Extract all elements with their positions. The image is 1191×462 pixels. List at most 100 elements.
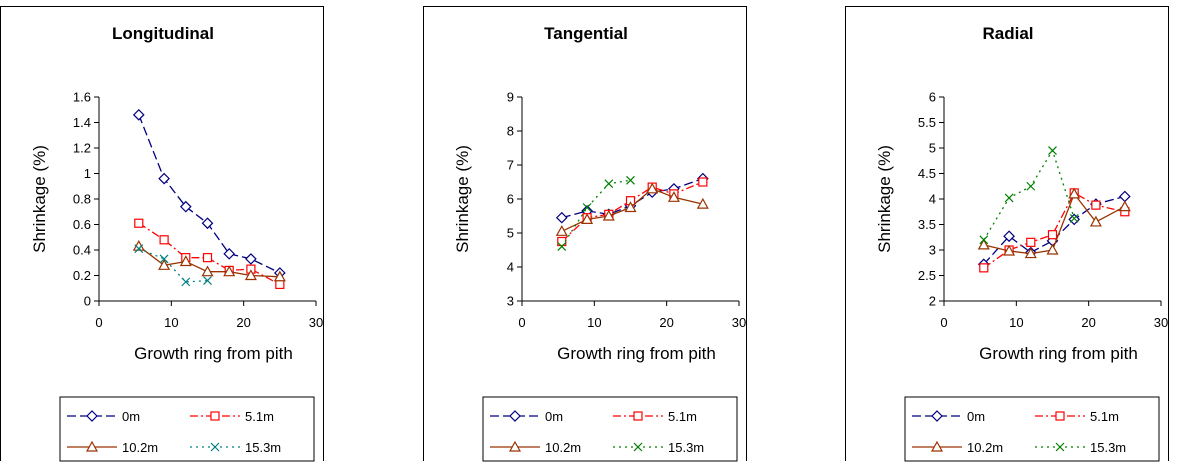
x-axis-label: Growth ring from pith xyxy=(979,344,1138,363)
y-tick-label: 1 xyxy=(84,166,91,181)
data-point xyxy=(158,172,170,185)
legend-item: 5.1m xyxy=(613,409,697,424)
legend-item: 15.3m xyxy=(190,440,281,455)
y-tick-label: 5 xyxy=(507,226,514,241)
series-line xyxy=(561,179,631,247)
y-tick-label: 4.5 xyxy=(918,166,936,181)
chart-tangential: Tangential 3 4 5 6 7 8 9 0 10 20 30 Growth ring from… xyxy=(453,24,746,462)
data-point xyxy=(696,197,709,209)
y-axis-label: Shrinkage (%) xyxy=(453,145,472,253)
chart-title: Radial xyxy=(982,24,1033,43)
legend-label: 0m xyxy=(545,409,563,424)
legend: 0m 5.1m 10.2m 15.3m xyxy=(482,396,738,462)
data-point xyxy=(179,255,192,267)
y-tick-label: 1.6 xyxy=(73,90,91,105)
legend-marker xyxy=(508,440,522,452)
x-tick-label: 0 xyxy=(940,315,947,330)
data-point xyxy=(201,217,214,230)
data-point xyxy=(1048,146,1057,155)
data-point xyxy=(134,244,144,254)
chart-radial: Radial 2 2.5 3 3.5 4 4.5 5 5.5 6 0 10 20 30 Growth rin… xyxy=(875,24,1168,462)
y-tick-label: 2.5 xyxy=(918,268,936,283)
data-point xyxy=(581,213,594,224)
y-tick-label: 0.6 xyxy=(73,217,91,232)
data-point xyxy=(244,269,257,281)
chart-title: Tangential xyxy=(544,24,628,43)
x-tick-label: 20 xyxy=(1081,315,1095,330)
data-point xyxy=(245,253,257,265)
legend-item: 0m xyxy=(67,409,140,424)
y-tick-label: 0.4 xyxy=(73,243,91,258)
legend-label: 5.1m xyxy=(668,409,697,424)
data-point xyxy=(667,191,680,202)
legend-marker xyxy=(210,442,220,452)
legend-label: 15.3m xyxy=(668,440,704,455)
y-tick-label: 4 xyxy=(929,192,936,207)
legend-box xyxy=(904,396,1160,462)
series-15.3m xyxy=(979,146,1079,245)
legend-item: 10.2m xyxy=(490,440,581,455)
legend-label: 15.3m xyxy=(245,440,281,455)
data-point xyxy=(181,277,191,287)
legend-label: 0m xyxy=(122,409,140,424)
data-point xyxy=(602,209,615,221)
legend-marker xyxy=(210,411,220,421)
chart-panel-tangential: Tangential 3 4 5 6 7 8 9 0 10 20 30 Growth ring from… xyxy=(423,6,747,462)
x-tick-label: 30 xyxy=(309,315,323,330)
chart-longitudinal: Longitudinal 0 0.2 0.4 0.6 0.8 1 1.2 1.4 1.6 0 10 20… xyxy=(30,24,323,462)
series-0m xyxy=(132,109,286,279)
legend-marker xyxy=(930,440,944,452)
data-point xyxy=(1026,237,1036,247)
data-point xyxy=(132,109,145,121)
legend-box xyxy=(59,396,315,462)
data-point xyxy=(1069,213,1079,223)
y-tick-label: 5 xyxy=(929,141,936,156)
legend-label: 0m xyxy=(967,409,985,424)
y-tick-label: 2 xyxy=(929,294,936,309)
data-point xyxy=(1089,215,1102,227)
y-tick-label: 7 xyxy=(507,158,514,173)
data-point xyxy=(1003,244,1016,256)
y-tick-label: 1.4 xyxy=(73,115,91,130)
y-tick-label: 3 xyxy=(507,294,514,309)
legend-marker xyxy=(633,442,643,452)
data-point xyxy=(1003,230,1015,243)
data-point xyxy=(624,201,637,213)
x-tick-label: 10 xyxy=(1009,315,1023,330)
data-point xyxy=(1068,213,1081,226)
data-point xyxy=(555,211,568,224)
data-point xyxy=(158,259,171,270)
legend-label: 10.2m xyxy=(122,440,158,455)
x-tick-label: 0 xyxy=(95,315,102,330)
legend-marker xyxy=(1055,442,1065,452)
series-line xyxy=(983,192,1126,255)
legend-item: 5.1m xyxy=(1035,409,1119,424)
chart-panel-radial: Radial 2 2.5 3 3.5 4 4.5 5 5.5 6 0 10 20 30 Growth rin… xyxy=(845,6,1169,462)
legend-marker xyxy=(633,411,643,421)
data-point xyxy=(134,218,144,228)
data-point xyxy=(646,182,659,194)
data-point xyxy=(582,203,592,212)
data-point xyxy=(555,225,568,236)
data-point xyxy=(273,270,286,282)
data-point xyxy=(223,265,236,277)
series-line xyxy=(138,114,281,274)
data-point xyxy=(275,279,285,290)
series-15.3m xyxy=(134,244,212,287)
y-tick-label: 0.8 xyxy=(73,192,91,207)
legend-marker xyxy=(86,410,98,422)
series-10.2m xyxy=(977,187,1131,259)
legend-label: 10.2m xyxy=(545,440,581,455)
x-tick-label: 30 xyxy=(732,315,746,330)
data-point xyxy=(1026,181,1036,191)
data-point xyxy=(1004,193,1014,203)
x-axis-label: Growth ring from pith xyxy=(134,344,293,363)
y-tick-label: 8 xyxy=(507,124,514,139)
x-tick-label: 10 xyxy=(587,315,601,330)
x-tick-label: 30 xyxy=(1154,315,1168,330)
x-tick-label: 0 xyxy=(518,315,525,330)
data-point xyxy=(557,242,567,252)
data-point xyxy=(203,276,212,286)
legend-item: 15.3m xyxy=(613,440,704,455)
y-tick-label: 3 xyxy=(929,243,936,258)
